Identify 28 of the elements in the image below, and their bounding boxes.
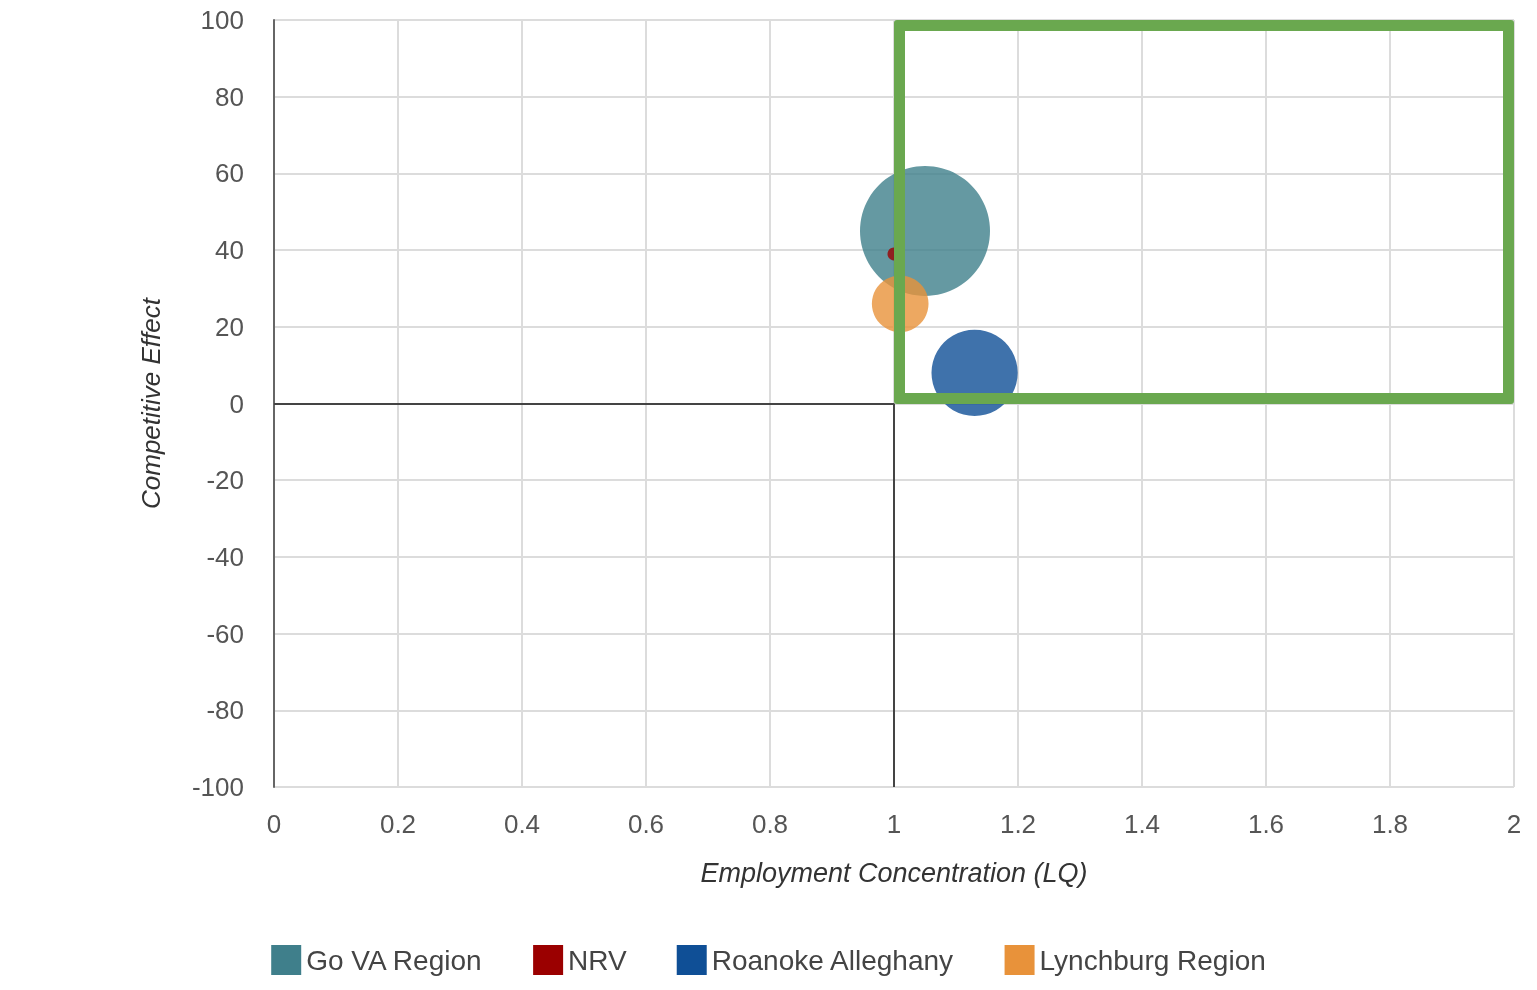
y-tick-label: 40 xyxy=(215,235,244,266)
x-tick-label: 0.2 xyxy=(379,809,417,839)
x-tick-label: 0.8 xyxy=(751,809,789,839)
x-axis-title: Employment Concentration (LQ) xyxy=(700,857,1088,888)
legend-label: Lynchburg Region xyxy=(1039,944,1266,976)
x-tick-label: 0.4 xyxy=(503,809,541,839)
y-tick-label: 80 xyxy=(215,81,244,112)
y-tick-label: 0 xyxy=(229,388,244,419)
x-tick-label: 1 xyxy=(886,809,902,839)
y-axis-title: Competitive Effect xyxy=(136,296,166,509)
y-tick-label: 20 xyxy=(215,311,244,342)
y-tick-label: -60 xyxy=(206,618,244,649)
y-tick-label: -100 xyxy=(191,772,244,802)
y-tick-label: 100 xyxy=(200,5,244,35)
legend-label: Go VA Region xyxy=(306,944,482,976)
y-tick-label: -20 xyxy=(206,465,244,496)
x-tick-label: 1.2 xyxy=(999,809,1037,839)
x-tick-label: 1.6 xyxy=(1247,809,1285,839)
legend-label: NRV xyxy=(568,944,628,976)
y-tick-label: -40 xyxy=(206,541,244,572)
x-tick-label: 0 xyxy=(266,809,282,839)
x-tick-label: 0.6 xyxy=(627,809,665,839)
x-tick-label: 2 xyxy=(1506,809,1522,839)
x-tick-label: 1.8 xyxy=(1371,809,1409,839)
y-tick-label: 60 xyxy=(215,158,244,189)
y-tick-label: -80 xyxy=(206,695,244,726)
x-tick-label: 1.4 xyxy=(1123,809,1161,839)
legend-label: Roanoke Alleghany xyxy=(711,944,954,976)
